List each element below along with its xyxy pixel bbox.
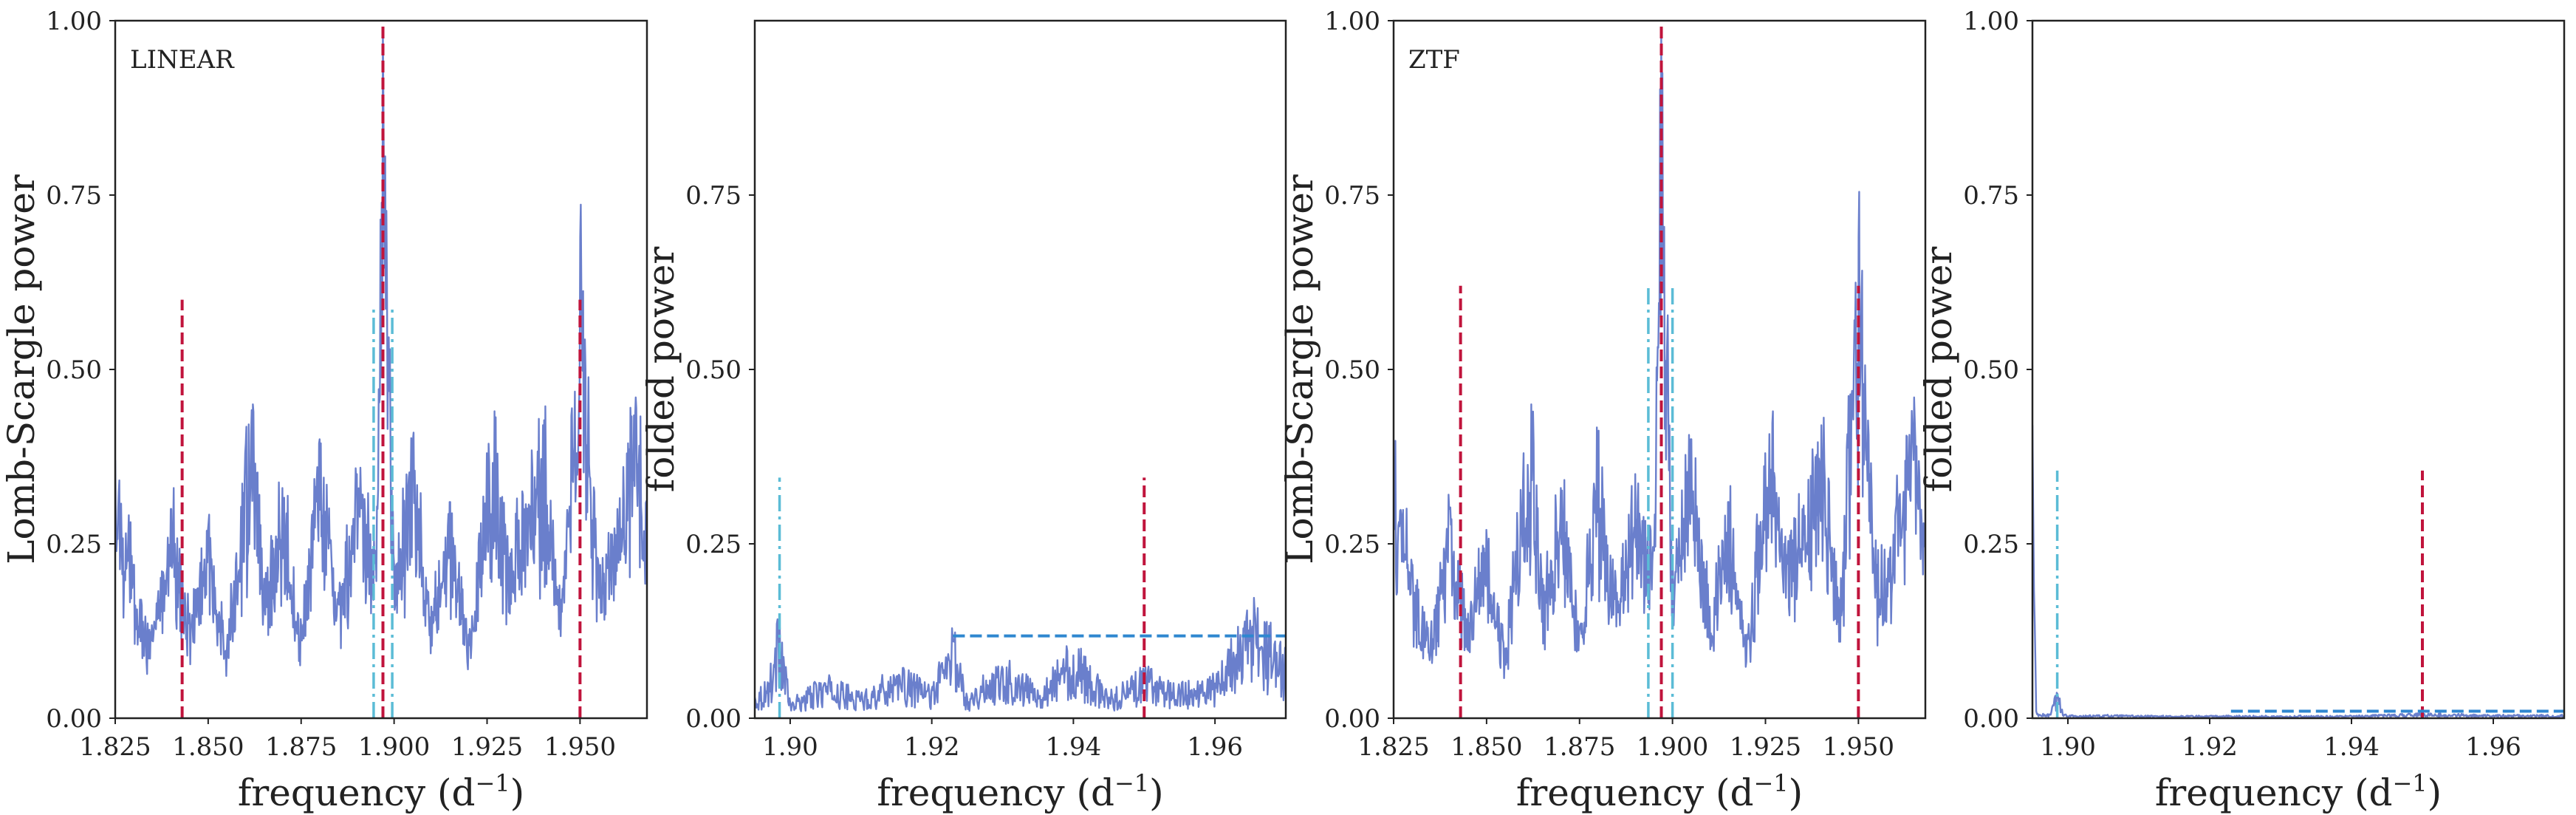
y-tick-label: 0.50 bbox=[1324, 355, 1380, 385]
y-tick-label: 0.50 bbox=[46, 355, 102, 385]
series-group bbox=[2032, 425, 2564, 718]
y-tick-label: 0.50 bbox=[685, 355, 741, 385]
y-tick-label: 0.00 bbox=[1324, 704, 1380, 734]
x-tick-label: 1.90 bbox=[2040, 732, 2096, 762]
x-tick-label: 1.850 bbox=[172, 732, 244, 762]
x-axis-label: frequency (d−1) bbox=[2155, 769, 2442, 814]
y-tick-label: 0.25 bbox=[1963, 530, 2019, 559]
y-tick-label: 0.75 bbox=[1963, 181, 2019, 211]
x-tick-label: 1.850 bbox=[1450, 732, 1522, 762]
periodogram-line bbox=[2032, 425, 2564, 718]
y-tick-label: 0.75 bbox=[685, 181, 741, 211]
x-tick-label: 1.950 bbox=[1823, 732, 1894, 762]
x-axis-label: frequency (d−1) bbox=[1516, 769, 1803, 814]
axes-frame bbox=[753, 19, 1287, 720]
axes-frame bbox=[2031, 19, 2566, 720]
x-tick-label: 1.92 bbox=[2182, 732, 2238, 762]
series-group bbox=[115, 21, 647, 718]
y-tick-label: 0.00 bbox=[46, 704, 102, 734]
x-tick-label: 1.92 bbox=[904, 732, 960, 762]
periodogram-line bbox=[755, 596, 1286, 712]
y-tick-label: 1.00 bbox=[1324, 7, 1380, 36]
panel-2: 1.90 1.92 1.94 1.96 0.00 0.25 0.50 0.75 frequenc… bbox=[640, 19, 1287, 814]
y-tick-label: 0.25 bbox=[46, 530, 102, 559]
x-axis-label: frequency (d−1) bbox=[238, 769, 524, 814]
x-tick-label: 1.900 bbox=[358, 732, 430, 762]
y-axis-label: folded power bbox=[640, 247, 682, 493]
panel-3: 1.825 1.850 1.875 1.900 1.925 1.950 0.00 0.25 0.… bbox=[1278, 7, 1927, 814]
x-tick-label: 1.950 bbox=[544, 732, 616, 762]
survey-label: ZTF bbox=[1408, 45, 1460, 75]
panel-1: 1.825 1.850 1.875 1.900 1.925 1.950 0.00 0.25 0.… bbox=[0, 7, 648, 814]
x-tick-label: 1.825 bbox=[1357, 732, 1429, 762]
x-tick-label: 1.875 bbox=[1544, 732, 1615, 762]
periodogram-line bbox=[115, 27, 647, 677]
y-tick-label: 0.00 bbox=[685, 704, 741, 734]
y-tick-label: 0.50 bbox=[1963, 355, 2019, 385]
y-tick-label: 0.75 bbox=[1324, 181, 1380, 211]
survey-label: LINEAR bbox=[130, 45, 235, 75]
x-tick-label: 1.925 bbox=[451, 732, 523, 762]
y-axis-label: folded power bbox=[1917, 247, 1960, 493]
y-tick-label: 0.25 bbox=[685, 530, 741, 559]
y-axis-label: Lomb-Scargle power bbox=[0, 174, 43, 565]
series-group bbox=[1394, 21, 1925, 718]
panel-4: 1.90 1.92 1.94 1.96 0.00 0.25 0.50 0.75 1.00 freq… bbox=[1917, 7, 2566, 814]
periodogram-line bbox=[1394, 27, 1925, 679]
x-axis-label: frequency (d−1) bbox=[877, 769, 1163, 814]
y-tick-label: 1.00 bbox=[1963, 7, 2019, 36]
y-tick-label: 0.25 bbox=[1324, 530, 1380, 559]
x-tick-label: 1.925 bbox=[1730, 732, 1801, 762]
x-tick-label: 1.96 bbox=[2465, 732, 2521, 762]
x-tick-label: 1.94 bbox=[2323, 732, 2380, 762]
series-group bbox=[755, 477, 1286, 718]
x-tick-label: 1.96 bbox=[1187, 732, 1243, 762]
x-tick-label: 1.825 bbox=[79, 732, 151, 762]
x-tick-label: 1.875 bbox=[265, 732, 337, 762]
y-tick-label: 0.00 bbox=[1963, 704, 2019, 734]
y-tick-label: 0.75 bbox=[46, 181, 102, 211]
y-axis-label: Lomb-Scargle power bbox=[1278, 174, 1321, 565]
y-tick-label: 1.00 bbox=[46, 7, 102, 36]
x-tick-label: 1.900 bbox=[1637, 732, 1708, 762]
x-tick-label: 1.94 bbox=[1046, 732, 1102, 762]
x-tick-label: 1.90 bbox=[762, 732, 818, 762]
